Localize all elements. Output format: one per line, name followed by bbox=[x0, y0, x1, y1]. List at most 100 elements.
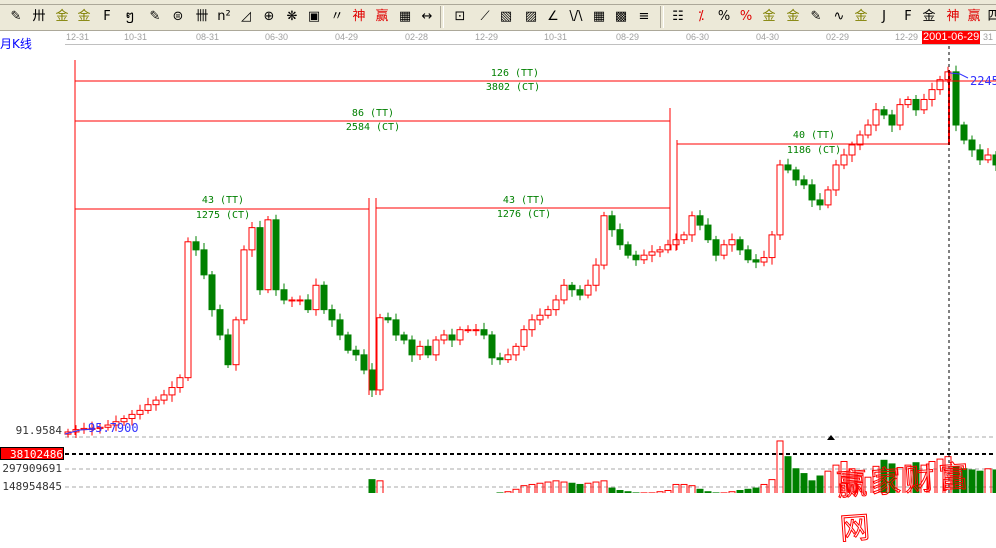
candle-body bbox=[841, 155, 847, 165]
candle-body bbox=[977, 150, 983, 160]
candle-body bbox=[929, 90, 935, 100]
candle-body bbox=[849, 145, 855, 155]
volume-bar bbox=[577, 484, 583, 493]
candle-body bbox=[473, 330, 479, 331]
candle-body bbox=[201, 250, 207, 275]
volume-bar bbox=[745, 489, 751, 493]
volume-bar bbox=[513, 489, 519, 493]
candle-body bbox=[521, 330, 527, 347]
candle-body bbox=[193, 242, 199, 250]
candle-body bbox=[537, 315, 543, 320]
volume-bar bbox=[825, 471, 831, 493]
annotation-ct: 1276 (CT) bbox=[497, 209, 551, 220]
candle-body bbox=[145, 405, 151, 411]
annotation-tt: 40 (TT) bbox=[793, 130, 835, 141]
candle-body bbox=[681, 235, 687, 240]
candle-body bbox=[721, 245, 727, 255]
candle-body bbox=[785, 165, 791, 170]
annotation-tt: 43 (TT) bbox=[503, 195, 545, 206]
annotation-tt: 43 (TT) bbox=[202, 195, 244, 206]
candle-body bbox=[593, 265, 599, 285]
volume-mid-label: 297909691 bbox=[0, 462, 62, 475]
candle-body bbox=[857, 135, 863, 145]
candle-body bbox=[985, 155, 991, 160]
candle-body bbox=[345, 335, 351, 350]
candle-body bbox=[745, 250, 751, 260]
candle-body bbox=[737, 240, 743, 250]
candle-body bbox=[129, 414, 135, 418]
candle-body bbox=[161, 395, 167, 400]
volume-bar bbox=[761, 484, 767, 493]
candle-body bbox=[409, 340, 415, 355]
candle-body bbox=[777, 165, 783, 235]
candle-body bbox=[569, 285, 575, 289]
candle-body bbox=[833, 165, 839, 190]
candle-body bbox=[393, 320, 399, 335]
volume-bar bbox=[673, 484, 679, 493]
candle-body bbox=[385, 318, 391, 320]
candle-body bbox=[921, 99, 927, 109]
candle-body bbox=[809, 185, 815, 200]
candle-body bbox=[905, 99, 911, 104]
candle-body bbox=[377, 318, 383, 390]
volume-bar bbox=[593, 482, 599, 493]
candle-body bbox=[305, 300, 311, 310]
candle-body bbox=[281, 290, 287, 300]
volume-bar bbox=[681, 484, 687, 493]
candle-body bbox=[209, 275, 215, 310]
candle-body bbox=[961, 125, 967, 140]
candle-body bbox=[361, 355, 367, 370]
volume-bar bbox=[777, 441, 783, 493]
volume-bar bbox=[753, 488, 759, 493]
candle-body bbox=[729, 240, 735, 245]
volume-low-label: 148954845 bbox=[0, 480, 62, 493]
candle-body bbox=[761, 258, 767, 262]
volume-bar bbox=[569, 483, 575, 493]
candle-body bbox=[585, 285, 591, 295]
volume-bar bbox=[801, 474, 807, 493]
candle-body bbox=[913, 99, 919, 109]
watermark-logo: 赢家财富网 bbox=[835, 450, 996, 548]
volume-bar bbox=[785, 457, 791, 493]
candle-body bbox=[337, 320, 343, 335]
annotation-ct: 2584 (CT) bbox=[346, 122, 400, 133]
candle-body bbox=[617, 230, 623, 245]
volume-bar bbox=[585, 483, 591, 493]
annotation-ct: 1275 (CT) bbox=[196, 210, 250, 221]
candle-body bbox=[881, 110, 887, 115]
candle-body bbox=[449, 335, 455, 340]
candle-body bbox=[689, 216, 695, 235]
candle-body bbox=[769, 235, 775, 258]
volume-bar bbox=[817, 476, 823, 493]
candle-body bbox=[649, 252, 655, 255]
candle-body bbox=[505, 355, 511, 360]
candle-body bbox=[241, 250, 247, 320]
candle-body bbox=[457, 330, 463, 340]
candle-body bbox=[217, 310, 223, 335]
candle-body bbox=[873, 110, 879, 125]
candle-body bbox=[177, 378, 183, 388]
candle-body bbox=[673, 240, 679, 245]
volume-bar bbox=[537, 483, 543, 493]
candle-body bbox=[817, 200, 823, 205]
candle-body bbox=[529, 320, 535, 330]
candle-body bbox=[865, 125, 871, 135]
candle-body bbox=[513, 346, 519, 354]
volume-bar bbox=[545, 482, 551, 493]
candle-body bbox=[297, 300, 303, 301]
annotation-ct: 1186 (CT) bbox=[787, 145, 841, 156]
candle-body bbox=[753, 260, 759, 262]
candle-body bbox=[169, 388, 175, 395]
candle-body bbox=[497, 358, 503, 360]
candle-body bbox=[289, 300, 295, 301]
high-price-marker: 2245 bbox=[970, 74, 996, 88]
candle-body bbox=[953, 72, 959, 125]
candle-body bbox=[265, 220, 271, 290]
candle-body bbox=[625, 245, 631, 255]
candle-body bbox=[273, 220, 279, 290]
candle-body bbox=[329, 310, 335, 320]
candle-body bbox=[257, 228, 263, 290]
candle-body bbox=[793, 170, 799, 180]
candle-body bbox=[889, 115, 895, 125]
candle-body bbox=[313, 285, 319, 309]
